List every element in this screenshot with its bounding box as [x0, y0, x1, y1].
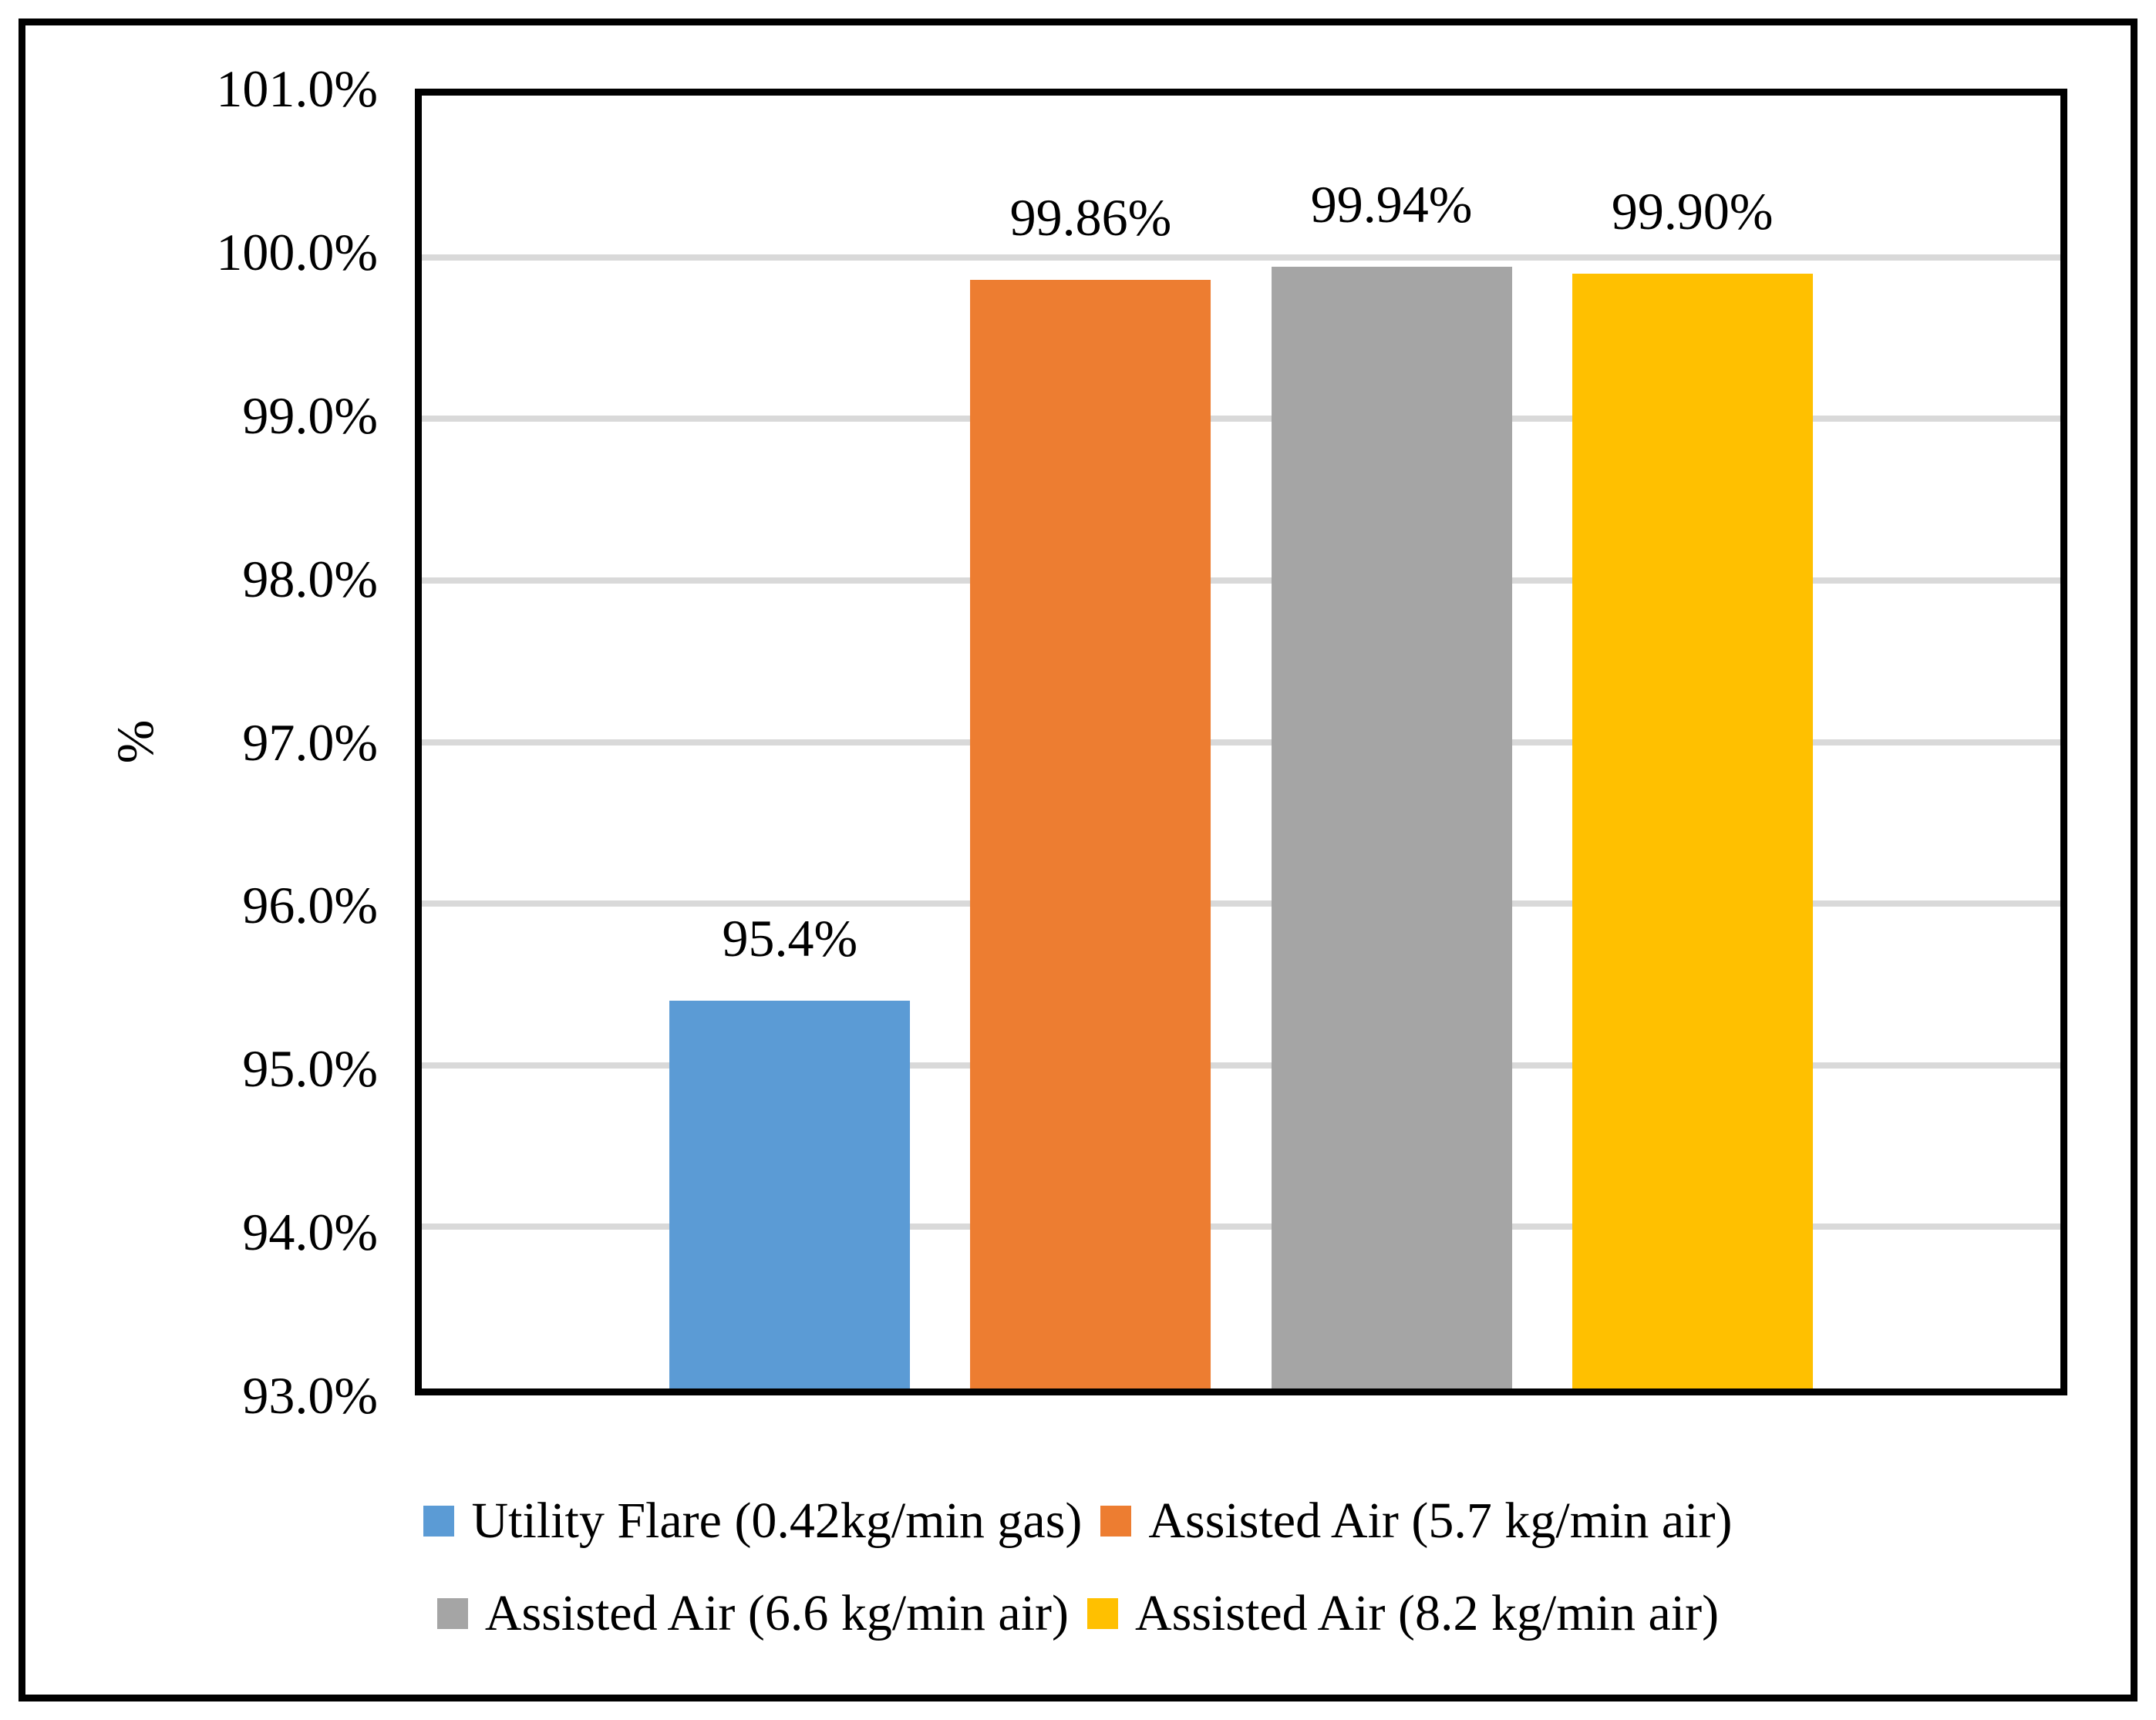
legend-item: Assisted Air (5.7 kg/min air) [1100, 1486, 1733, 1556]
bar-data-label: 99.90% [1611, 181, 1774, 241]
y-tick-label: 96.0% [242, 876, 378, 935]
legend-label: Assisted Air (5.7 kg/min air) [1148, 1493, 1733, 1549]
y-tick-label: 101.0% [216, 59, 378, 118]
y-tick-label: 99.0% [242, 385, 378, 445]
bar-data-label: 99.86% [1009, 187, 1172, 247]
gridline [422, 1224, 2060, 1230]
gridline [422, 900, 2060, 907]
gridline [422, 739, 2060, 746]
figure-border [19, 19, 2137, 1701]
legend: Utility Flare (0.42kg/min gas) Assisted A… [0, 1486, 2156, 1648]
y-tick-label: 98.0% [242, 549, 378, 608]
legend-item: Utility Flare (0.42kg/min gas) [423, 1486, 1082, 1556]
plot-area: 95.4% 99.86% 99.94% 99.90% [415, 89, 2067, 1395]
bar-data-label: 95.4% [722, 908, 858, 968]
legend-swatch-icon [423, 1506, 455, 1537]
bar-3 [1271, 267, 1512, 1388]
legend-label: Assisted Air (8.2 kg/min air) [1135, 1585, 1720, 1641]
bar-2 [970, 279, 1211, 1388]
legend-label: Utility Flare (0.42kg/min gas) [471, 1493, 1083, 1549]
legend-swatch-icon [1100, 1506, 1132, 1537]
legend-item: Assisted Air (8.2 kg/min air) [1087, 1579, 1719, 1648]
y-tick-label: 100.0% [216, 222, 378, 281]
legend-swatch-icon [1087, 1598, 1118, 1629]
legend-label: Assisted Air (6.6 kg/min air) [484, 1585, 1069, 1641]
y-tick-label: 95.0% [242, 1039, 378, 1099]
bar-4 [1572, 273, 1813, 1388]
bar-data-label: 99.94% [1310, 175, 1473, 234]
legend-row: Assisted Air (6.6 kg/min air) Assisted Ai… [428, 1579, 1728, 1648]
y-tick-label: 94.0% [242, 1203, 378, 1262]
y-tick-label: 97.0% [242, 712, 378, 772]
gridline [422, 254, 2060, 261]
legend-item: Assisted Air (6.6 kg/min air) [436, 1579, 1069, 1648]
y-tick-label: 93.0% [242, 1366, 378, 1425]
bar-1 [669, 1000, 911, 1388]
legend-swatch-icon [436, 1598, 468, 1629]
gridline [422, 577, 2060, 584]
gridline [422, 1062, 2060, 1069]
gridline [422, 416, 2060, 422]
legend-row: Utility Flare (0.42kg/min gas) Assisted A… [414, 1486, 1741, 1556]
